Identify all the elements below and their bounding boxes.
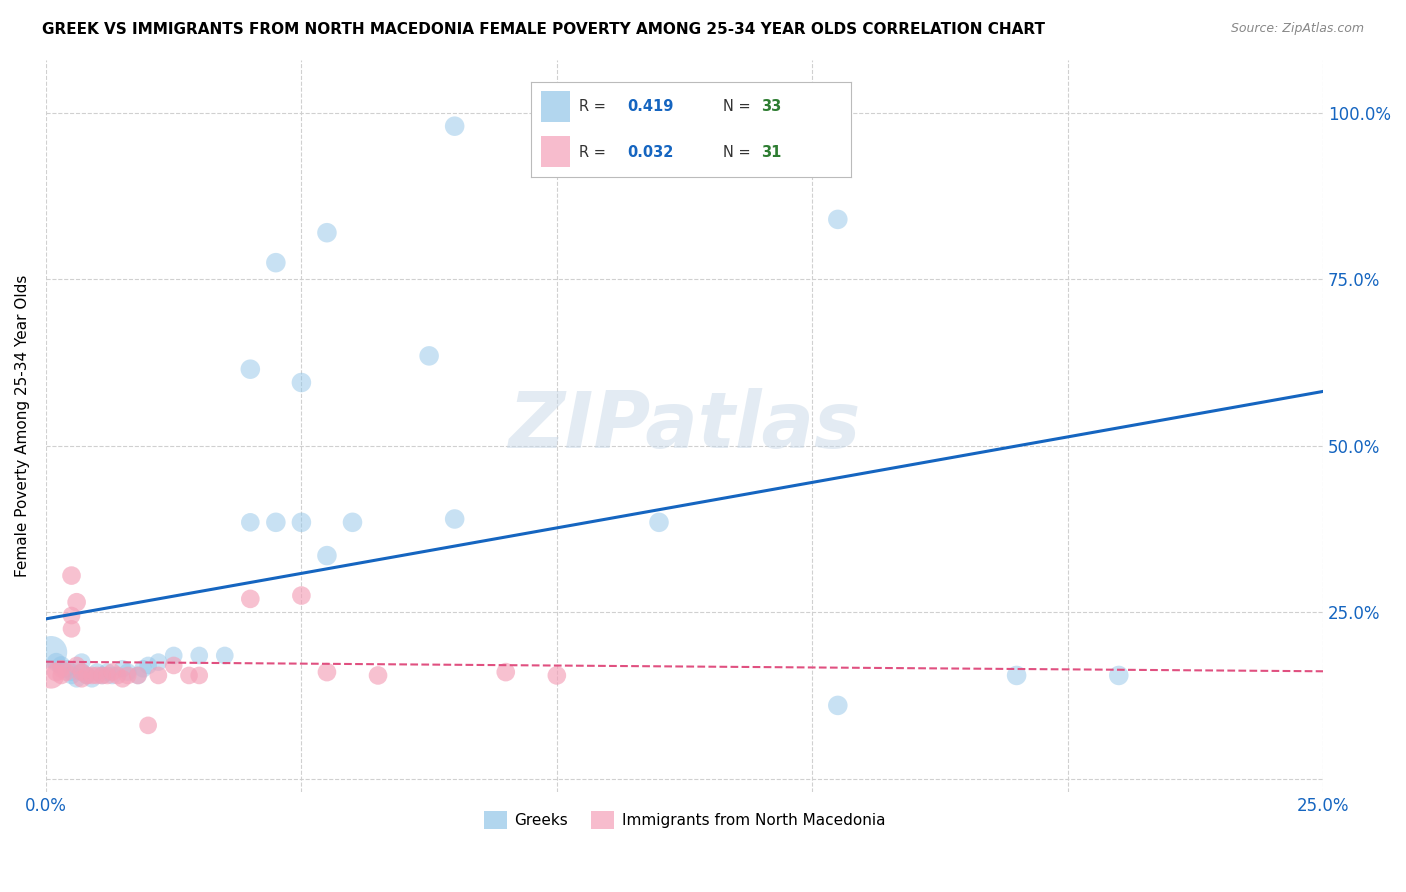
Point [342,516,364,530]
Point [80,668,103,682]
Point [163,658,186,673]
Point [127,668,149,682]
Point [148,655,170,669]
Point [546,668,568,682]
Point [136,658,159,673]
Point [39,668,62,682]
Point [316,549,339,563]
Point [80,672,103,686]
Point [316,226,339,240]
Point [188,648,211,663]
Point [70,655,93,669]
Point [101,668,124,682]
Point [290,376,312,390]
Point [70,672,93,686]
Point [443,512,465,526]
Point [86,665,108,679]
Legend: Greeks, Immigrants from North Macedonia: Greeks, Immigrants from North Macedonia [478,805,891,836]
Point [51,658,73,673]
Point [495,665,517,679]
Point [65,672,87,686]
Point [91,668,114,682]
Text: GREEK VS IMMIGRANTS FROM NORTH MACEDONIA FEMALE POVERTY AMONG 25-34 YEAR OLDS CO: GREEK VS IMMIGRANTS FROM NORTH MACEDONIA… [42,22,1045,37]
Text: Source: ZipAtlas.com: Source: ZipAtlas.com [1230,22,1364,36]
Point [65,658,87,673]
Text: ZIPatlas: ZIPatlas [509,388,860,464]
Point [60,608,83,623]
Point [60,622,83,636]
Point [111,672,134,686]
Point [70,665,93,679]
Point [39,645,62,659]
Point [214,648,236,663]
Point [51,668,73,682]
Point [111,662,134,676]
Point [76,668,98,682]
Point [101,665,124,679]
Point [70,665,93,679]
Point [60,665,83,679]
Point [127,668,149,682]
Point [148,668,170,682]
Point [163,648,186,663]
Point [188,668,211,682]
Point [264,516,287,530]
Point [264,255,287,269]
Point [55,662,77,676]
Point [45,665,67,679]
Point [367,668,389,682]
Point [132,662,155,676]
Point [239,516,262,530]
Point [107,668,129,682]
Point [1108,668,1130,682]
Point [290,516,312,530]
Point [316,665,339,679]
Point [443,119,465,133]
Point [65,595,87,609]
Point [51,662,73,676]
Point [177,668,200,682]
Point [96,665,118,679]
Point [55,665,77,679]
Point [117,668,139,682]
Point [136,718,159,732]
Point [86,668,108,682]
Point [648,516,671,530]
Point [96,668,118,682]
Point [76,668,98,682]
Point [91,668,114,682]
Point [827,212,849,227]
Point [60,668,83,682]
Point [418,349,440,363]
Point [1005,668,1028,682]
Point [45,655,67,669]
Y-axis label: Female Poverty Among 25-34 Year Olds: Female Poverty Among 25-34 Year Olds [15,275,30,577]
Point [290,589,312,603]
Point [60,568,83,582]
Point [239,362,262,376]
Point [117,665,139,679]
Point [827,698,849,713]
Point [239,591,262,606]
